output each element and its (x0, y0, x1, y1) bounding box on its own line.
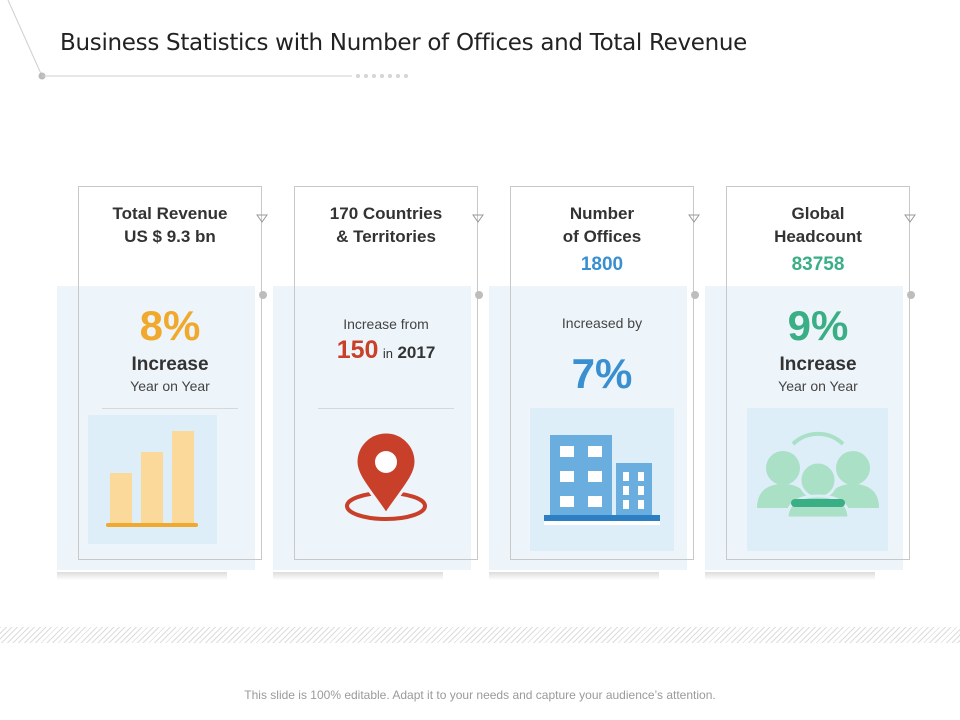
chevron-down-icon (472, 214, 484, 223)
card-offices: Number of Offices 1800 Increased by 7% (489, 186, 700, 580)
card-shadow (273, 572, 443, 580)
chevron-down-icon (688, 214, 700, 223)
footer-note: This slide is 100% editable. Adapt it to… (244, 688, 716, 702)
divider (318, 408, 454, 409)
location-pin-icon (345, 432, 427, 521)
offices-count: 1800 (580, 254, 624, 275)
card-outline (78, 186, 262, 560)
percent-value: 9% (787, 302, 849, 349)
card-heading: Number of Offices (562, 204, 642, 246)
card-outline (726, 186, 910, 560)
chevron-down-icon (256, 214, 268, 223)
connector-dot (259, 291, 267, 299)
card-shadow (705, 572, 875, 580)
card-headcount: Global Headcount 83758 9% Increase Year … (705, 186, 916, 580)
hatch-band (0, 627, 960, 643)
card-panel (273, 286, 471, 570)
percent-value: 7% (571, 350, 633, 397)
card-shadow (489, 572, 659, 580)
increase-from-value: 150 in 2017 (336, 336, 436, 364)
increase-label: Increase (779, 354, 857, 375)
people-group-icon (747, 408, 888, 551)
percent-value: 8% (139, 302, 201, 349)
increased-by-label: Increased by (561, 315, 643, 331)
increase-label: Increase (131, 354, 209, 375)
headcount-value: 83758 (791, 254, 845, 275)
period-label: Year on Year (778, 378, 858, 394)
period-label: Year on Year (130, 378, 210, 394)
header-decoration (7, 0, 408, 80)
connector-dot (691, 291, 699, 299)
bar-chart-icon (88, 415, 217, 544)
connector-dot (907, 291, 915, 299)
card-heading: 170 Countries & Territories (329, 204, 443, 246)
increase-from-label: Increase from (343, 316, 429, 332)
card-shadow (57, 572, 227, 580)
card-total-revenue: Total Revenue US $ 9.3 bn 8% Increase Ye… (57, 186, 268, 580)
divider (102, 408, 238, 409)
card-heading: Global Headcount (774, 204, 862, 246)
card-countries: 170 Countries & Territories Increase fro… (273, 186, 484, 580)
office-buildings-icon (530, 408, 674, 551)
connector-dot (475, 291, 483, 299)
card-outline (510, 186, 694, 560)
card-heading: Total Revenue US $ 9.3 bn (112, 204, 228, 246)
page-title: Business Statistics with Number of Offic… (60, 30, 748, 56)
card-outline (294, 186, 478, 560)
chevron-down-icon (904, 214, 916, 223)
